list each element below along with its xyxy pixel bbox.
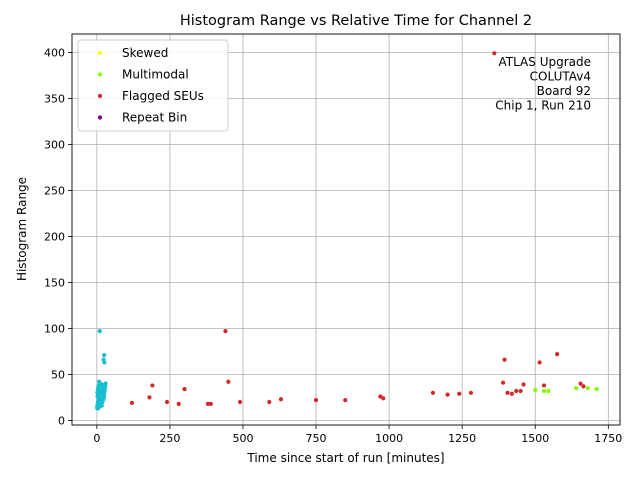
- x-tick-label: 1000: [375, 432, 403, 445]
- x-tick-label: 1250: [448, 432, 476, 445]
- x-tick-label: 1750: [594, 432, 622, 445]
- data-point-flagged-seus: [518, 388, 523, 394]
- data-point-flagged-seus: [150, 383, 155, 388]
- data-point-multimodal: [594, 387, 599, 392]
- y-tick-label: 250: [44, 184, 65, 197]
- x-tick-label: 0: [93, 432, 100, 445]
- legend: Skewed Multimodal Flagged SEUs Repeat Bin: [77, 39, 229, 132]
- data-point-flagged-seus: [514, 388, 519, 394]
- x-tick-label: 250: [159, 432, 180, 445]
- data-point-flagged-seus: [164, 399, 170, 405]
- data-point-multimodal: [546, 388, 551, 394]
- data-point-flagged-seus: [176, 401, 181, 406]
- data-point-flagged-seus: [500, 380, 506, 385]
- data-point-unlabeled: [103, 381, 108, 386]
- y-tick-label: 150: [44, 276, 65, 289]
- annotation-line-2: COLUTAv4: [530, 70, 591, 84]
- data-point-flagged-seus: [313, 398, 319, 403]
- data-point-flagged-seus: [492, 51, 497, 56]
- x-axis-label: Time since start of run [minutes]: [246, 451, 444, 465]
- legend-marker-skewed: [97, 50, 103, 56]
- data-point-flagged-seus: [208, 401, 213, 406]
- data-point-flagged-seus: [468, 390, 474, 395]
- x-tick-label: 750: [306, 432, 327, 445]
- data-point-unlabeled: [97, 329, 102, 334]
- data-point-flagged-seus: [445, 392, 450, 397]
- data-point-flagged-seus: [182, 387, 187, 392]
- data-point-flagged-seus: [505, 390, 510, 395]
- data-point-flagged-seus: [237, 399, 243, 405]
- legend-label-repeat-bin: Repeat Bin: [122, 111, 187, 125]
- annotation-line-3: Board 92: [537, 84, 591, 98]
- y-ticks: 0 50 100 150 200 250 300 350 400: [44, 46, 72, 427]
- data-point-flagged-seus: [205, 401, 211, 406]
- data-point-unlabeled: [98, 381, 103, 386]
- legend-label-flagged-seus: Flagged SEUs: [122, 89, 204, 103]
- data-point-unlabeled: [102, 352, 107, 358]
- legend-marker-flagged-seus: [97, 93, 103, 99]
- data-point-multimodal: [541, 388, 547, 394]
- data-point-flagged-seus: [226, 379, 231, 384]
- data-point-flagged-seus: [430, 390, 436, 395]
- data-point-flagged-seus: [502, 357, 507, 362]
- legend-label-multimodal: Multimodal: [122, 68, 189, 82]
- data-point-multimodal: [574, 386, 579, 391]
- data-point-flagged-seus: [278, 397, 284, 402]
- data-point-flagged-seus: [521, 382, 526, 387]
- data-point-flagged-seus: [555, 352, 560, 357]
- y-tick-label: 50: [51, 368, 65, 381]
- data-point-flagged-seus: [537, 360, 542, 365]
- data-point-flagged-seus: [147, 395, 152, 400]
- x-tick-label: 1500: [521, 432, 549, 445]
- annotation-line-1: ATLAS Upgrade: [498, 55, 591, 69]
- data-point-unlabeled: [100, 392, 105, 397]
- data-point-unlabeled: [102, 360, 107, 365]
- grid-lines: [72, 34, 620, 425]
- data-point-flagged-seus: [343, 398, 348, 403]
- legend-label-skewed: Skewed: [122, 46, 168, 60]
- annotation-line-4: Chip 1, Run 210: [495, 99, 591, 113]
- x-ticks: 0 250 500 750 1000 1250 1500 1750: [93, 425, 622, 445]
- legend-marker-multimodal: [97, 72, 103, 77]
- legend-frame: [77, 39, 229, 132]
- data-point-flagged-seus: [267, 399, 272, 405]
- y-tick-label: 100: [44, 322, 65, 335]
- x-tick-label: 500: [232, 432, 253, 445]
- y-tick-label: 350: [44, 92, 65, 105]
- y-tick-label: 300: [44, 138, 65, 151]
- data-point-flagged-seus: [223, 329, 228, 334]
- data-point-flagged-seus: [129, 400, 135, 406]
- data-point-multimodal: [585, 386, 590, 391]
- plot-frame: [71, 33, 621, 426]
- data-point-multimodal: [533, 387, 538, 393]
- data-point-flagged-seus: [457, 391, 462, 396]
- y-axis-label: Histogram Range: [15, 177, 29, 281]
- data-point-flagged-seus: [581, 384, 586, 389]
- y-tick-label: 200: [44, 230, 65, 243]
- y-tick-label: 400: [44, 46, 65, 59]
- chart-title: Histogram Range vs Relative Time for Cha…: [180, 13, 532, 29]
- y-tick-label: 0: [58, 414, 65, 427]
- data-point-flagged-seus: [381, 396, 386, 401]
- data-point-flagged-seus: [541, 383, 547, 388]
- legend-marker-repeat-bin: [97, 115, 103, 120]
- data-point-flagged-seus: [509, 391, 514, 396]
- data-point-flagged-seus: [578, 381, 583, 386]
